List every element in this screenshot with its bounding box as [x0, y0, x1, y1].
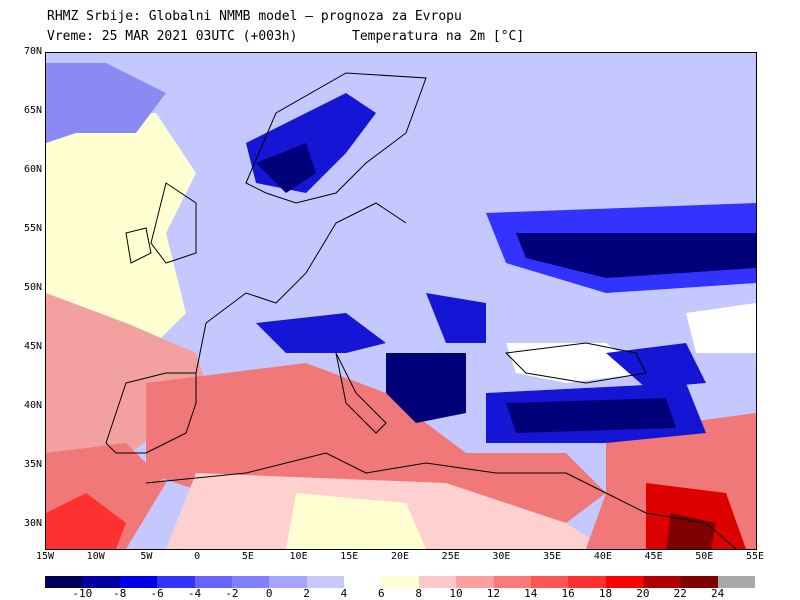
longitude-label: 40E	[593, 551, 612, 562]
caspian-white-area	[686, 303, 756, 353]
sahara-pale-area	[286, 493, 426, 549]
colorbar	[45, 576, 756, 588]
colorbar-swatch	[82, 576, 120, 588]
latitude-label: 70N	[23, 46, 42, 57]
title-line-2: Vreme: 25 MAR 2021 03UTC (+003h)	[47, 29, 298, 44]
western-europe-coast	[195, 202, 407, 374]
colorbar-label: 2	[303, 587, 310, 600]
latitude-label: 50N	[23, 282, 42, 293]
norwegian-sea-cold-area	[46, 63, 166, 143]
longitude-label: 10E	[289, 551, 308, 562]
colorbar-swatch	[381, 576, 419, 588]
latitude-label: 60N	[23, 164, 42, 175]
title-line-3: Temperatura na 2m [°C]	[352, 29, 525, 44]
iberia-coast	[105, 372, 197, 454]
colorbar-swatch	[530, 576, 569, 588]
colorbar-label: 8	[415, 587, 422, 600]
colorbar-swatch	[194, 576, 232, 588]
ireland-coast	[125, 227, 152, 264]
colorbar-label: -6	[150, 587, 164, 600]
colorbar-swatch	[157, 576, 195, 588]
colorbar-swatch	[306, 576, 344, 588]
colorbar-swatch	[456, 576, 494, 588]
longitude-label: 30E	[492, 551, 511, 562]
carpathians-cold-area	[426, 293, 486, 343]
temperature-field	[46, 53, 756, 549]
colorbar-label: 12	[486, 587, 501, 600]
longitude-label: 0	[194, 551, 201, 562]
colorbar-swatch	[269, 576, 307, 588]
gulf-very-hot-area	[666, 513, 716, 549]
norway-very-cold-area	[256, 143, 316, 193]
longitude-label: 45E	[644, 551, 663, 562]
colorbar-label: 0	[265, 587, 273, 600]
latitude-label: 35N	[23, 459, 42, 470]
colorbar-label: -2	[225, 587, 239, 600]
longitude-label: 5E	[241, 551, 254, 562]
colorbar-swatch	[643, 576, 681, 588]
arabia-coast	[605, 492, 737, 549]
colorbar-swatch	[605, 576, 643, 588]
temperature-map	[45, 52, 757, 550]
longitude-label: 5W	[140, 551, 153, 562]
colorbar-swatch	[568, 576, 606, 588]
balkans-very-cold-area	[386, 353, 466, 423]
atlantic-mild-area	[46, 113, 196, 363]
colorbar-label: 24	[711, 587, 725, 600]
longitude-label: 50E	[695, 551, 714, 562]
north-africa-coast	[145, 452, 607, 494]
colorbar-swatch	[493, 576, 531, 588]
scandinavia-coast	[245, 72, 427, 204]
colorbar-label: 18	[598, 587, 613, 600]
colorbar-swatch	[45, 576, 83, 588]
colorbar-label: 14	[524, 587, 538, 600]
colorbar-label: -4	[187, 587, 202, 600]
longitude-label: 25E	[441, 551, 460, 562]
colorbar-label: 4	[340, 587, 348, 600]
latitude-label: 65N	[23, 105, 42, 116]
colorbar-swatch	[119, 576, 158, 588]
alps-cold-area	[256, 313, 386, 353]
colorbar-swatch	[418, 576, 457, 588]
colorbar-swatch	[680, 576, 718, 588]
colorbar-label: -10	[72, 587, 93, 600]
black-sea-coast	[504, 342, 647, 384]
russia-very-cold-band	[516, 233, 756, 278]
colorbar-label: 20	[636, 587, 650, 600]
colorbar-swatch	[717, 576, 756, 588]
longitude-label: 15W	[35, 551, 55, 562]
colorbar-label: 6	[378, 587, 385, 600]
colorbar-label: 10	[449, 587, 463, 600]
colorbar-swatch	[231, 576, 270, 588]
anatolia-very-cold-area	[506, 398, 676, 433]
latitude-label: 40N	[23, 400, 42, 411]
colorbar-label: 16	[561, 587, 575, 600]
colorbar-swatch	[344, 576, 382, 588]
title-line-1: RHMZ Srbije: Globalni NMMB model — progn…	[47, 9, 462, 24]
longitude-label: 10W	[86, 551, 105, 562]
britain-coast	[150, 182, 197, 264]
longitude-label: 35E	[543, 551, 562, 562]
latitude-label: 30N	[23, 518, 42, 529]
latitude-label: 45N	[23, 341, 42, 352]
sw-hot-area	[46, 493, 126, 549]
colorbar-label: -8	[113, 587, 127, 600]
longitude-label: 20E	[390, 551, 410, 562]
longitude-label: 55E	[745, 551, 765, 562]
italy-coast	[335, 352, 387, 434]
caucasus-cold-area	[606, 343, 706, 388]
longitude-label: 15E	[340, 551, 359, 562]
coastlines	[105, 72, 737, 549]
latitude-label: 55N	[23, 223, 42, 234]
colorbar-label: 22	[673, 587, 687, 600]
